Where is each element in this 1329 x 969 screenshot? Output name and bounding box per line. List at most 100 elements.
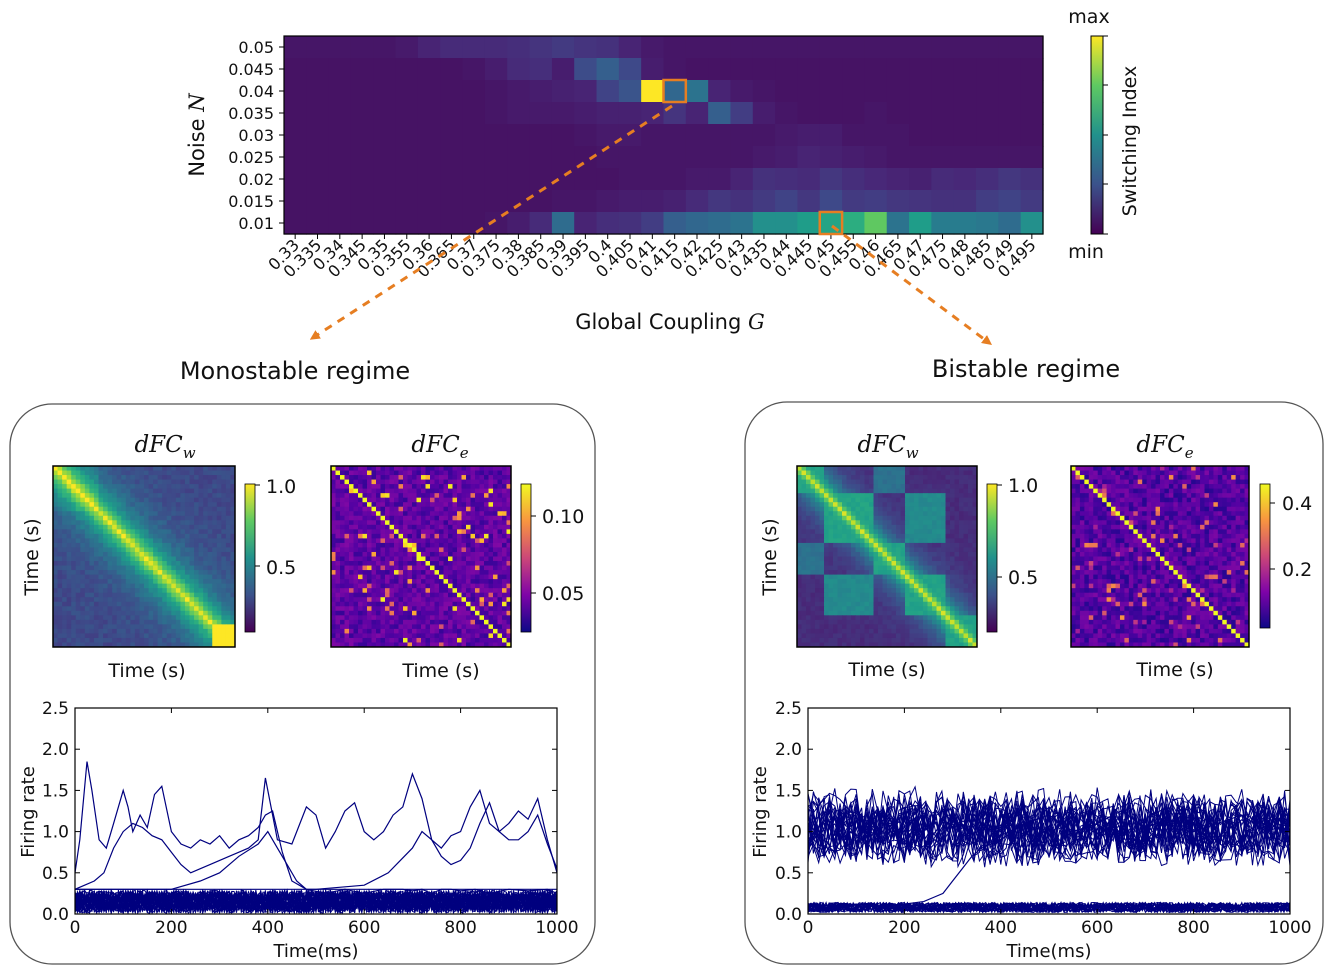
matrix-cell bbox=[358, 583, 363, 589]
matrix-cell bbox=[905, 565, 910, 571]
matrix-cell bbox=[349, 547, 354, 553]
heatmap-cell bbox=[953, 36, 977, 59]
matrix-cell bbox=[340, 488, 345, 494]
matrix-cell bbox=[107, 624, 113, 630]
matrix-cell bbox=[479, 561, 485, 567]
matrix-cell bbox=[887, 606, 892, 612]
matrix-cell bbox=[810, 488, 816, 494]
matrix-cell bbox=[358, 479, 363, 485]
matrix-cell bbox=[53, 497, 59, 503]
matrix-cell bbox=[403, 551, 408, 557]
matrix-cell bbox=[837, 597, 843, 603]
heatmap-cell bbox=[685, 168, 709, 191]
matrix-cell bbox=[905, 484, 910, 490]
matrix-cell bbox=[385, 637, 390, 643]
matrix-cell bbox=[932, 561, 937, 567]
matrix-cell bbox=[828, 475, 834, 481]
matrix-cell bbox=[221, 475, 227, 481]
matrix-cell bbox=[475, 533, 480, 539]
matrix-cell bbox=[959, 479, 964, 485]
matrix-cell bbox=[918, 538, 924, 544]
matrix-cell bbox=[461, 574, 467, 580]
matrix-cell bbox=[189, 551, 195, 557]
matrix-cell bbox=[479, 565, 485, 571]
heatmap-cell bbox=[708, 212, 732, 235]
heatmap-cell bbox=[775, 124, 799, 147]
matrix-cell bbox=[62, 615, 68, 621]
heatmap-cell bbox=[842, 146, 866, 169]
matrix-cell bbox=[340, 570, 345, 576]
matrix-cell bbox=[194, 502, 200, 508]
matrix-cell bbox=[116, 642, 122, 648]
matrix-cell bbox=[394, 597, 399, 603]
matrix-cell bbox=[93, 533, 99, 539]
matrix-cell bbox=[103, 520, 109, 526]
matrix-cell bbox=[810, 601, 816, 607]
matrix-cell bbox=[869, 547, 874, 553]
matrix-cell bbox=[452, 628, 458, 634]
matrix-cell bbox=[331, 624, 336, 630]
matrix-cell bbox=[941, 606, 946, 612]
matrix-cell bbox=[466, 588, 471, 594]
matrix-cell bbox=[125, 551, 131, 557]
matrix-cell bbox=[57, 529, 63, 535]
matrix-cell bbox=[918, 493, 924, 499]
heatmap-cell bbox=[663, 168, 687, 191]
heatmap-cell bbox=[1020, 190, 1044, 213]
matrix-cell bbox=[968, 520, 973, 526]
matrix-cell bbox=[184, 488, 190, 494]
matrix-cell bbox=[479, 551, 485, 557]
matrix-cell bbox=[851, 556, 856, 562]
matrix-cell bbox=[860, 475, 865, 481]
matrix-cell bbox=[103, 556, 109, 562]
matrix-cell bbox=[153, 579, 159, 585]
matrix-cell bbox=[824, 484, 829, 490]
matrix-cell bbox=[909, 524, 915, 530]
matrix-cell bbox=[134, 511, 140, 517]
matrix-cell bbox=[80, 488, 86, 494]
matrix-cell bbox=[166, 497, 172, 503]
matrix-cell bbox=[116, 479, 122, 485]
matrix-cell bbox=[407, 466, 413, 472]
matrix-cell bbox=[203, 592, 209, 598]
matrix-cell bbox=[905, 479, 910, 485]
matrix-cell bbox=[367, 479, 372, 485]
matrix-cell bbox=[502, 547, 507, 553]
matrix-cell bbox=[344, 533, 350, 539]
matrix-cell bbox=[909, 606, 915, 612]
matrix-cell bbox=[439, 628, 444, 634]
matrix-cell bbox=[954, 565, 960, 571]
heatmap-cell bbox=[1020, 102, 1044, 125]
matrix-cell bbox=[475, 601, 480, 607]
matrix-cell bbox=[189, 615, 195, 621]
matrix-cell bbox=[466, 570, 471, 576]
matrix-cell bbox=[810, 470, 816, 476]
matrix-cell bbox=[221, 579, 227, 585]
heatmap-cell bbox=[864, 190, 888, 213]
matrix-cell bbox=[349, 624, 354, 630]
matrix-cell bbox=[448, 542, 453, 548]
matrix-cell bbox=[171, 556, 177, 562]
matrix-cell bbox=[497, 561, 503, 567]
matrix-cell bbox=[225, 502, 231, 508]
matrix-cell bbox=[457, 488, 462, 494]
matrix-cell bbox=[349, 470, 354, 476]
matrix-cell bbox=[855, 606, 861, 612]
matrix-cell bbox=[914, 488, 919, 494]
matrix-cell bbox=[882, 506, 888, 512]
matrix-cell bbox=[385, 570, 390, 576]
matrix-cell bbox=[425, 610, 431, 616]
matrix-cell bbox=[144, 642, 150, 648]
matrix-cell bbox=[157, 529, 163, 535]
matrix-cell bbox=[963, 529, 969, 535]
matrix-cell bbox=[367, 583, 372, 589]
matrix-cell bbox=[797, 551, 802, 557]
matrix-cell bbox=[71, 588, 77, 594]
matrix-cell bbox=[819, 538, 825, 544]
matrix-cell bbox=[810, 466, 816, 472]
matrix-cell bbox=[212, 533, 218, 539]
matrix-cell bbox=[502, 633, 507, 639]
matrix-cell bbox=[93, 615, 99, 621]
matrix-cell bbox=[66, 592, 72, 598]
matrix-cell bbox=[93, 592, 99, 598]
